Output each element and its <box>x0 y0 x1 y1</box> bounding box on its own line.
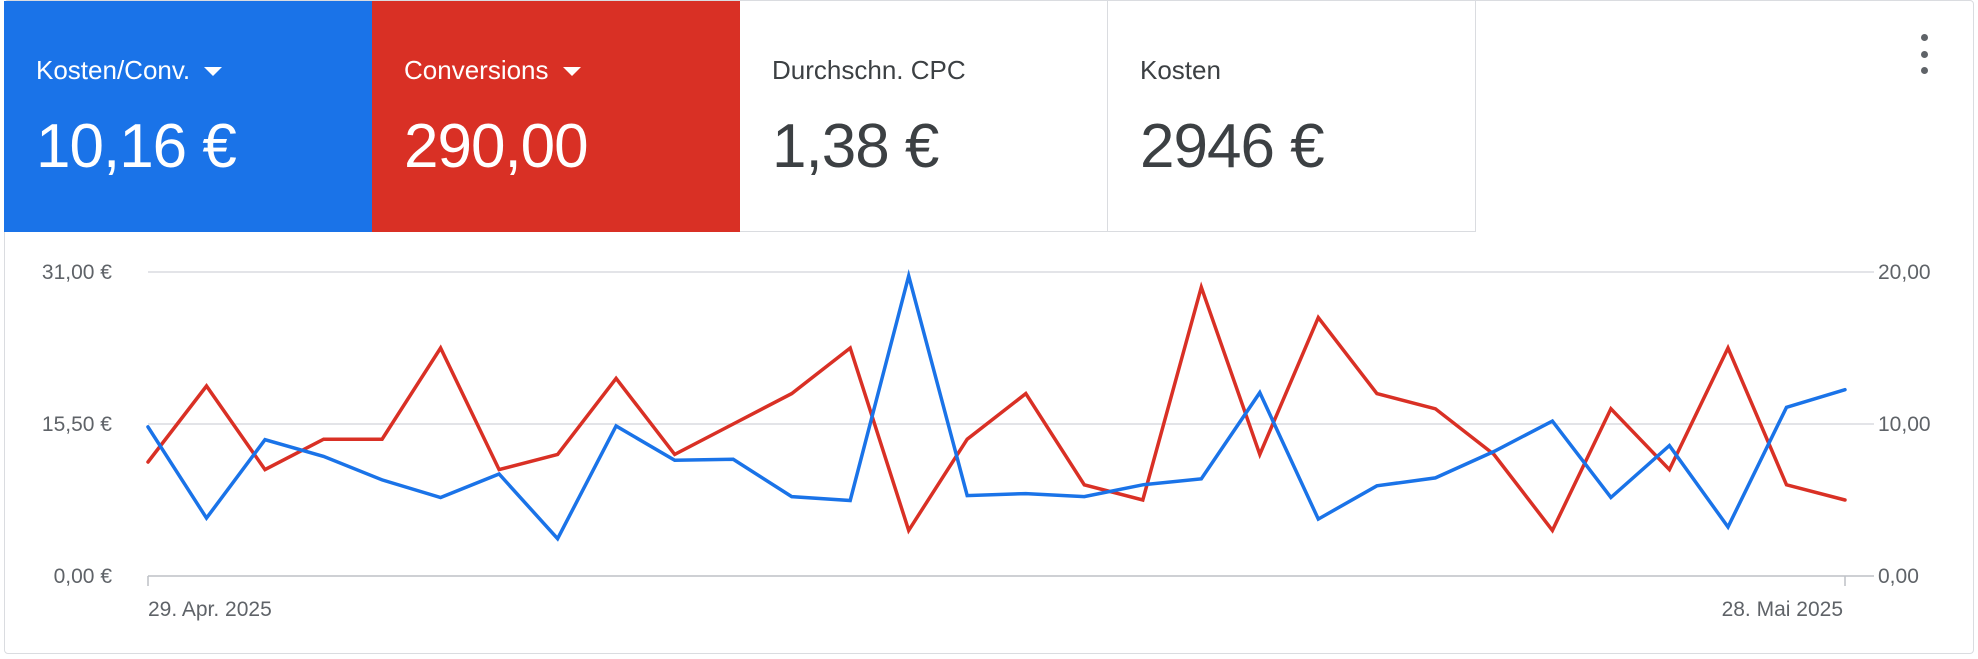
menu-dot <box>1920 67 1928 74</box>
menu-dot <box>1920 34 1928 41</box>
y-axis-right-label: 20,00 <box>1878 261 1931 284</box>
scorecard-kosten[interactable]: Kosten 2946 € <box>1108 1 1476 232</box>
scorecard-label-text: Conversions <box>404 54 549 85</box>
y-axis-right-label: 0,00 <box>1878 565 1919 588</box>
x-axis-label: 28. Mai 2025 <box>1722 598 1843 621</box>
scorecard-label: Kosten/Conv. <box>36 53 372 87</box>
more-vert-icon[interactable] <box>1914 34 1934 74</box>
scorecard-value: 1,38 € <box>772 112 939 181</box>
menu-dot <box>1920 50 1928 58</box>
scorecard-kosten-conv[interactable]: Kosten/Conv. 10,16 € <box>4 1 372 232</box>
y-axis-right-label: 10,00 <box>1878 413 1931 436</box>
scorecard-value: 290,00 <box>404 112 589 181</box>
scorecard-value: 2946 € <box>1140 112 1325 181</box>
series-line-kosten-conv <box>146 269 1847 542</box>
y-axis-left-label: 15,50 € <box>42 413 112 436</box>
x-axis-label: 29. Apr. 2025 <box>148 598 272 621</box>
scorecard-label-text: Kosten <box>1140 54 1221 85</box>
scorecard-value: 10,16 € <box>36 112 237 181</box>
series-line-conversions <box>146 281 1847 535</box>
dropdown-caret-icon[interactable] <box>562 66 581 76</box>
scorecard-durchschn-cpc[interactable]: Durchschn. CPC 1,38 € <box>740 1 1108 232</box>
dropdown-caret-icon[interactable] <box>204 66 223 76</box>
scorecard-label: Conversions <box>404 53 740 87</box>
scorecard-label: Durchschn. CPC <box>772 53 1107 87</box>
scorecard-label-text: Durchschn. CPC <box>772 54 966 85</box>
scorecard-conversions[interactable]: Conversions 290,00 <box>372 1 740 232</box>
scorecard-label: Kosten <box>1140 53 1475 87</box>
y-axis-left-label: 31,00 € <box>42 261 112 284</box>
y-axis-left-label: 0,00 € <box>54 565 113 588</box>
scorecard-label-text: Kosten/Conv. <box>36 54 191 85</box>
